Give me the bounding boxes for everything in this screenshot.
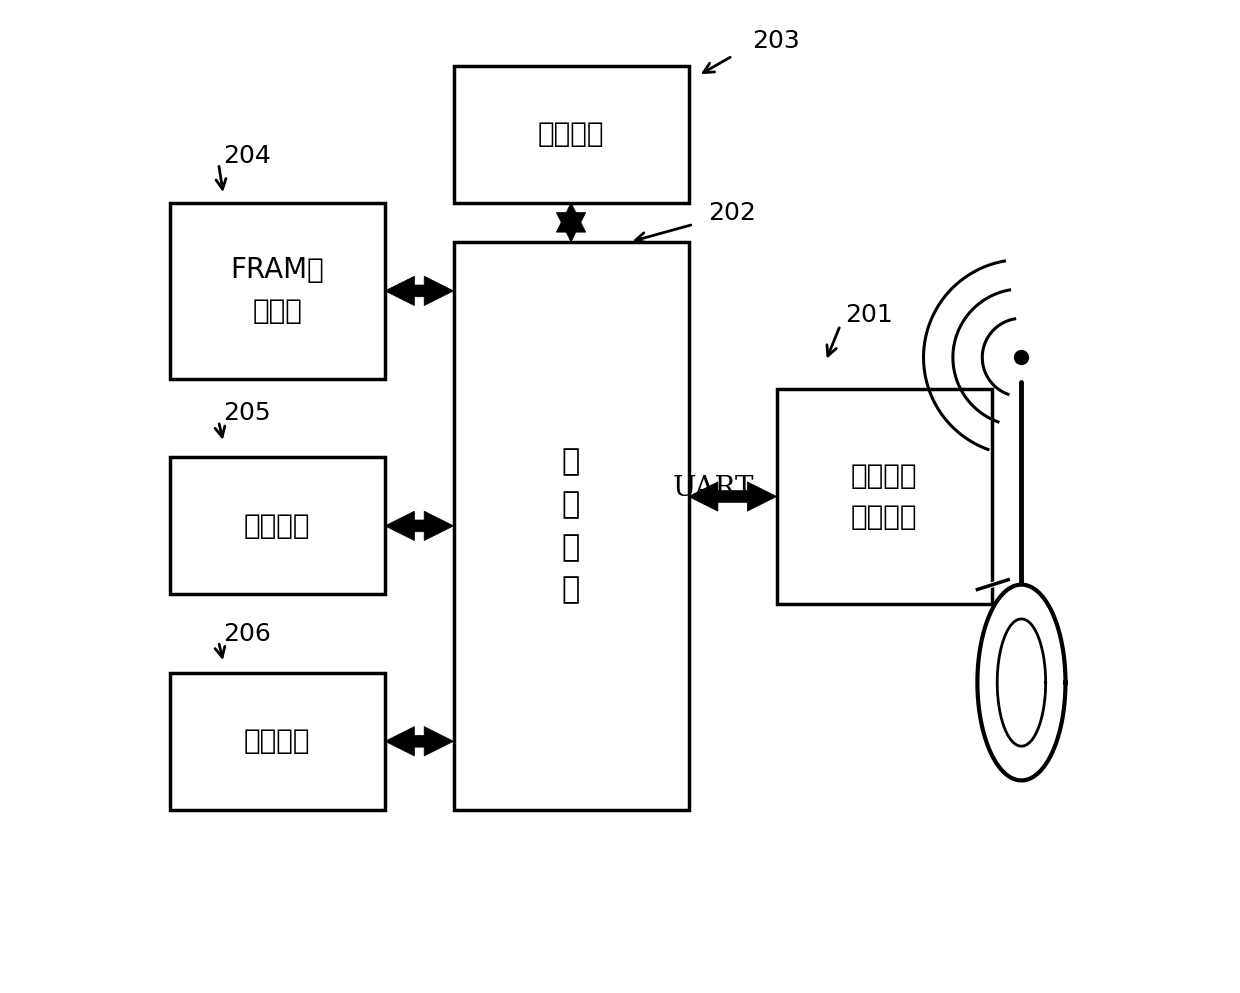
Text: 204: 204 (223, 144, 272, 168)
Bar (170, 458, 384, 595)
Polygon shape (384, 276, 454, 306)
Text: 205: 205 (223, 401, 272, 425)
Polygon shape (557, 203, 585, 242)
Text: 201: 201 (846, 304, 893, 328)
Text: 202: 202 (708, 201, 756, 224)
Text: 显示模块: 显示模块 (244, 727, 310, 756)
Bar (170, 672, 384, 810)
Text: 按键阵列: 按键阵列 (538, 120, 604, 148)
Text: FRAM存
储模块: FRAM存 储模块 (231, 256, 324, 326)
Polygon shape (688, 482, 776, 511)
Text: 203: 203 (753, 29, 800, 54)
Bar (170, 203, 384, 379)
Bar (454, 66, 688, 203)
Text: 远程信息
通信模块: 远程信息 通信模块 (851, 462, 918, 531)
Polygon shape (997, 619, 1045, 746)
Text: 206: 206 (223, 622, 272, 645)
Polygon shape (977, 585, 1065, 780)
Bar (776, 389, 992, 604)
Polygon shape (384, 511, 454, 540)
Bar (454, 242, 688, 810)
Text: 语音模块: 语音模块 (244, 511, 310, 540)
Text: UART: UART (672, 476, 754, 502)
Polygon shape (384, 727, 454, 756)
Text: 主
控
制
器: 主 控 制 器 (562, 447, 580, 605)
